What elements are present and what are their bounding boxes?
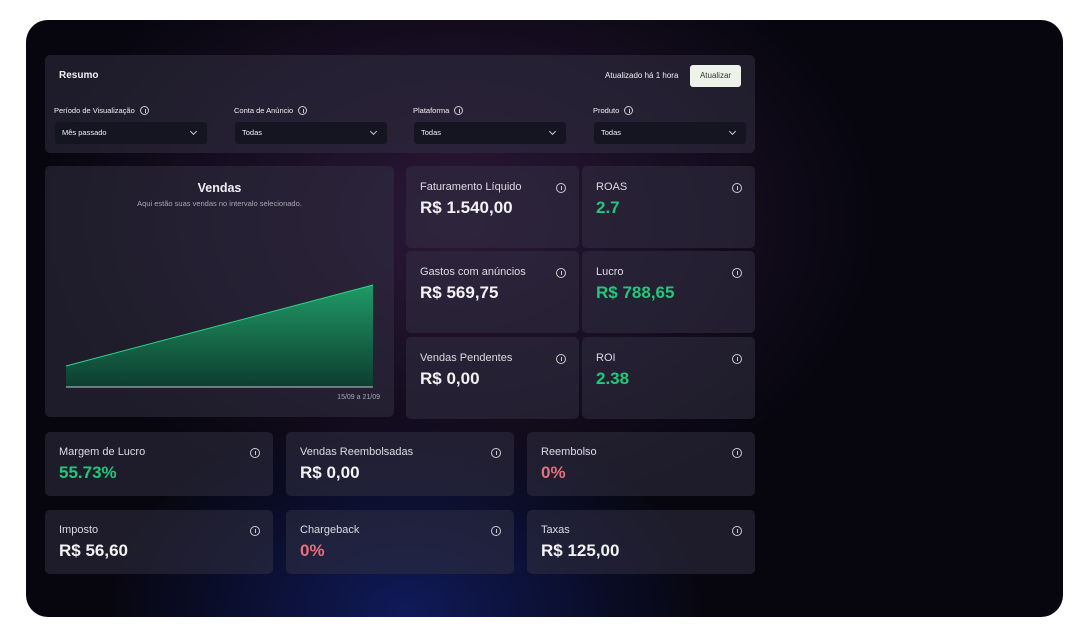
metric-card <box>286 510 514 574</box>
info-icon <box>556 183 566 193</box>
info-icon <box>491 526 501 536</box>
sales-subtitle: Aqui estão suas vendas no intervalo sele… <box>137 199 302 208</box>
metric-value: R$ 125,00 <box>541 541 620 560</box>
filter-value: Todas <box>601 128 622 137</box>
metric-label: Gastos com anúncios <box>420 266 526 278</box>
info-icon <box>732 526 742 536</box>
info-icon <box>732 183 742 193</box>
metric-label: Imposto <box>59 524 99 536</box>
metric-card <box>406 251 579 333</box>
filter-label: Plataforma <box>413 106 450 115</box>
info-icon <box>491 448 501 458</box>
info-icon <box>732 268 742 278</box>
title: Resumo <box>59 70 99 81</box>
filter-value: Todas <box>242 128 263 137</box>
metric-value: 2.7 <box>596 198 620 217</box>
metric-card <box>45 432 273 496</box>
info-icon <box>732 448 742 458</box>
metric-value: R$ 569,75 <box>420 283 499 302</box>
metric-label: Margem de Lucro <box>59 446 146 458</box>
metric-label: Chargeback <box>300 524 360 536</box>
metric-label: Faturamento Líquido <box>420 181 522 193</box>
metric-card <box>582 166 755 248</box>
filter-label: Conta de Anúncio <box>234 106 294 115</box>
metric-label: Lucro <box>596 266 624 278</box>
metric-card <box>45 510 273 574</box>
metric-value: R$ 56,60 <box>59 541 128 560</box>
metric-value: 0% <box>300 541 325 560</box>
metric-card <box>406 166 579 248</box>
filter-value: Mês passado <box>62 128 107 137</box>
metric-card <box>527 510 755 574</box>
filter-label: Produto <box>593 106 620 115</box>
info-icon <box>140 106 149 115</box>
filter-label: Período de Visualização <box>54 106 135 115</box>
sales-line <box>65 284 374 367</box>
info-icon <box>556 268 566 278</box>
metric-value: 0% <box>541 463 566 482</box>
info-icon <box>298 106 307 115</box>
sales-title: Vendas <box>197 181 242 195</box>
metric-label: Vendas Pendentes <box>420 352 513 364</box>
refresh-button[interactable]: Atualizar <box>690 65 741 87</box>
metric-value: 2.38 <box>596 369 630 388</box>
info-icon <box>454 106 463 115</box>
info-icon <box>556 354 566 364</box>
filter-select[interactable] <box>55 122 207 144</box>
filter-select[interactable] <box>594 122 746 144</box>
info-icon <box>732 354 742 364</box>
metric-card <box>582 251 755 333</box>
metric-value: R$ 788,65 <box>596 283 675 302</box>
info-icon <box>250 448 260 458</box>
metric-label: Reembolso <box>541 446 597 458</box>
metric-card <box>527 432 755 496</box>
metric-label: Vendas Reembolsadas <box>300 446 414 458</box>
metric-value: 55.73% <box>59 463 117 482</box>
metric-card <box>582 337 755 419</box>
metric-card <box>406 337 579 419</box>
info-icon <box>250 526 260 536</box>
sales-area <box>66 285 373 387</box>
metric-label: ROAS <box>596 181 628 193</box>
metric-label: Taxas <box>541 524 570 536</box>
updated-text: Atualizado há 1 hora <box>605 71 679 80</box>
metric-label: ROI <box>596 352 616 364</box>
metric-value: R$ 0,00 <box>300 463 360 482</box>
metric-value: R$ 1.540,00 <box>420 198 513 217</box>
filter-select[interactable] <box>235 122 387 144</box>
metric-card <box>286 432 514 496</box>
metric-value: R$ 0,00 <box>420 369 480 388</box>
filter-select[interactable] <box>414 122 566 144</box>
date-range: 15/09 a 21/09 <box>337 394 380 401</box>
filter-value: Todas <box>421 128 442 137</box>
info-icon <box>624 106 633 115</box>
